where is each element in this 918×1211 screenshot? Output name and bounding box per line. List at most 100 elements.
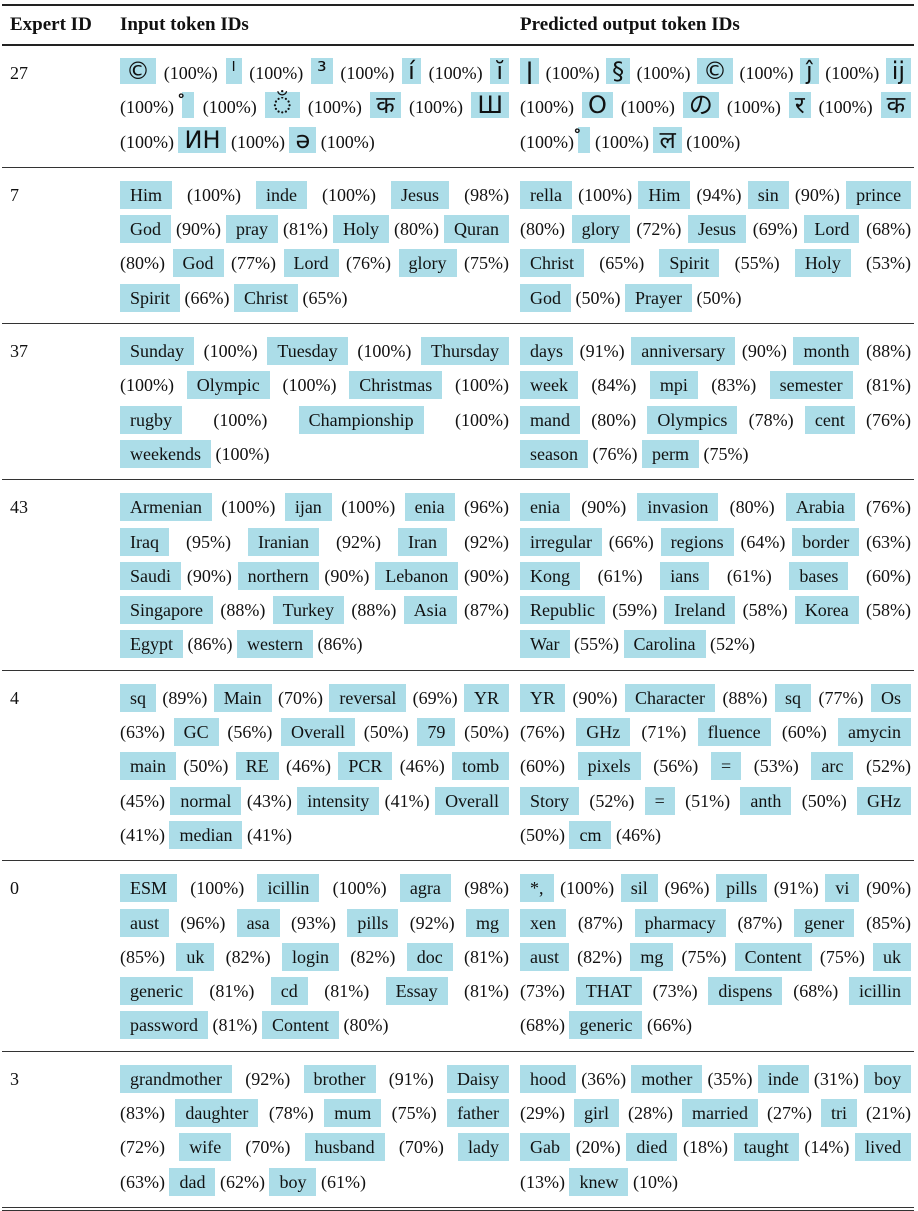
token-probability: (89%) bbox=[162, 687, 208, 708]
token-probability: (70%) bbox=[398, 1137, 444, 1158]
output-tokens-cell: hood (36%) mother (35%) inde (31%) boy (… bbox=[512, 1051, 914, 1211]
token-probability: (100%) bbox=[120, 97, 174, 118]
token-probability: (96%) bbox=[464, 497, 510, 518]
token-chip: died bbox=[626, 1133, 678, 1162]
input-tokens-cell: grandmother (92%) brother (91%) Daisy (8… bbox=[112, 1051, 512, 1211]
token-chip: Holy bbox=[333, 215, 390, 244]
token-probability: (91%) bbox=[773, 878, 819, 899]
token-chip: aust bbox=[120, 908, 169, 937]
token-chip: YR bbox=[464, 683, 510, 712]
token-chip: Armenian bbox=[120, 493, 212, 522]
token-probability: (68%) bbox=[793, 981, 839, 1002]
token-chip: perm bbox=[641, 439, 699, 468]
token-chip: GHz bbox=[857, 786, 911, 815]
token-chip: pills bbox=[347, 908, 399, 937]
token-chip: Holy bbox=[794, 249, 851, 278]
token-probability: (61%) bbox=[597, 565, 643, 586]
token-probability: (100%) bbox=[320, 131, 375, 152]
token-chip: PCR bbox=[338, 752, 393, 781]
input-tokens-cell: © (100%) ˡ (100%) ³ (100%) í (100%) ĭ (1… bbox=[112, 45, 512, 168]
results-table: Expert ID Input token IDs Predicted outp… bbox=[2, 4, 914, 1211]
token-chip: Republic bbox=[520, 596, 605, 625]
token-probability: (41%) bbox=[246, 824, 292, 845]
token-probability: (100%) bbox=[307, 97, 362, 118]
token-probability: (76%) bbox=[866, 497, 912, 518]
table-row: 7 Him (100%) inde (100%) Jesus (98%) God … bbox=[2, 167, 914, 325]
token-chip: Gab bbox=[520, 1133, 570, 1162]
token-chip: GC bbox=[173, 718, 219, 747]
token-chip: mpi bbox=[649, 371, 698, 400]
token-chip: enia bbox=[404, 493, 455, 522]
token-chip: uk bbox=[873, 942, 911, 971]
token-chip: intensity bbox=[297, 786, 380, 815]
token-probability: (91%) bbox=[388, 1068, 434, 1089]
token-chip: Christmas bbox=[349, 371, 443, 400]
token-probability: (10%) bbox=[632, 1171, 678, 1192]
token-probability: (87%) bbox=[737, 912, 783, 933]
token-probability: (56%) bbox=[653, 756, 699, 777]
token-chip: dispens bbox=[708, 977, 783, 1006]
token-chip: knew bbox=[569, 1167, 629, 1196]
token-probability: (50%) bbox=[696, 287, 742, 308]
token-chip: Him bbox=[120, 180, 173, 209]
token-chip: rugby bbox=[120, 405, 182, 434]
token-chip: Overall bbox=[435, 786, 510, 815]
token-probability: (100%) bbox=[215, 443, 270, 464]
token-chip: Arabia bbox=[785, 493, 855, 522]
token-chip: Turkey bbox=[272, 596, 345, 625]
output-tokens-cell: enia (90%) invasion (80%) Arabia (76%) i… bbox=[512, 479, 914, 671]
token-chip: Him bbox=[638, 180, 691, 209]
token-probability: (100%) bbox=[202, 97, 257, 118]
token-chip: grandmother bbox=[120, 1064, 232, 1093]
expert-id-cell: 7 bbox=[2, 167, 112, 325]
token-probability: (92%) bbox=[245, 1068, 291, 1089]
token-chip: agra bbox=[399, 874, 451, 903]
output-tokens-cell: YR (90%) Character (88%) sq (77%) Os (76… bbox=[512, 670, 914, 862]
token-probability: (100%) bbox=[203, 341, 258, 362]
token-probability: (75%) bbox=[464, 253, 510, 274]
token-probability: (84%) bbox=[591, 375, 637, 396]
token-chip: icillin bbox=[257, 874, 320, 903]
token-chip: login bbox=[282, 942, 340, 971]
token-chip: Olympic bbox=[186, 371, 270, 400]
token-probability: (60%) bbox=[866, 565, 911, 586]
token-chip: क bbox=[880, 92, 912, 119]
token-probability: (98%) bbox=[464, 184, 510, 205]
token-chip: ИН bbox=[178, 126, 227, 153]
token-chip: semester bbox=[769, 371, 853, 400]
token-chip: ³ bbox=[311, 58, 333, 84]
token-chip: Character bbox=[625, 683, 715, 712]
token-probability: (100%) bbox=[739, 63, 794, 83]
token-probability: (50%) bbox=[363, 722, 409, 743]
token-probability: (100%) bbox=[332, 878, 387, 899]
token-probability: (60%) bbox=[520, 756, 565, 777]
token-chip: Content bbox=[261, 1011, 339, 1040]
token-chip: fluence bbox=[697, 718, 771, 747]
token-probability: (20%) bbox=[575, 1137, 621, 1158]
token-probability: (68%) bbox=[520, 1015, 565, 1036]
token-probability: (83%) bbox=[711, 375, 757, 396]
token-probability: (100%) bbox=[520, 131, 574, 152]
token-probability: (41%) bbox=[384, 790, 430, 811]
token-chip: brother bbox=[303, 1064, 376, 1093]
table-row: 0 ESM (100%) icillin (100%) agra (98%) au… bbox=[2, 860, 914, 1052]
token-chip: prince bbox=[846, 180, 912, 209]
token-probability: (81%) bbox=[464, 946, 510, 967]
token-probability: (100%) bbox=[341, 497, 396, 518]
token-probability: (50%) bbox=[464, 722, 510, 743]
token-chip: God bbox=[172, 249, 224, 278]
expert-token-table: Expert ID Input token IDs Predicted outp… bbox=[2, 4, 914, 1211]
token-chip: 79 bbox=[417, 718, 456, 747]
token-probability: (81%) bbox=[212, 1015, 258, 1036]
token-probability: (50%) bbox=[183, 756, 229, 777]
token-chip: = bbox=[644, 786, 675, 815]
token-probability: (72%) bbox=[120, 1137, 165, 1158]
token-chip: Main bbox=[213, 683, 272, 712]
token-probability: (100%) bbox=[818, 97, 873, 118]
token-chip: Lord bbox=[804, 215, 860, 244]
token-probability: (80%) bbox=[591, 409, 637, 430]
token-chip: tri bbox=[821, 1099, 857, 1128]
token-chip: inde bbox=[256, 180, 308, 209]
token-probability: (100%) bbox=[620, 97, 675, 118]
token-probability: (70%) bbox=[278, 687, 324, 708]
